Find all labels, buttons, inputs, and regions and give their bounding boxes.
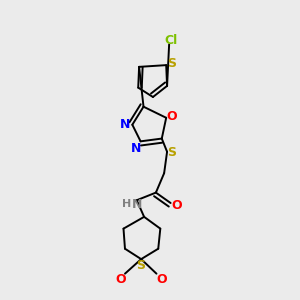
Text: S: S bbox=[167, 57, 176, 70]
Text: O: O bbox=[115, 273, 126, 286]
Text: H: H bbox=[122, 200, 131, 209]
Text: N: N bbox=[132, 198, 142, 211]
Text: S: S bbox=[136, 259, 145, 272]
Text: O: O bbox=[156, 273, 166, 286]
Text: Cl: Cl bbox=[165, 34, 178, 47]
Text: O: O bbox=[166, 110, 176, 123]
Text: N: N bbox=[120, 118, 130, 131]
Text: S: S bbox=[167, 146, 176, 159]
Text: N: N bbox=[131, 142, 141, 155]
Text: O: O bbox=[171, 199, 182, 212]
